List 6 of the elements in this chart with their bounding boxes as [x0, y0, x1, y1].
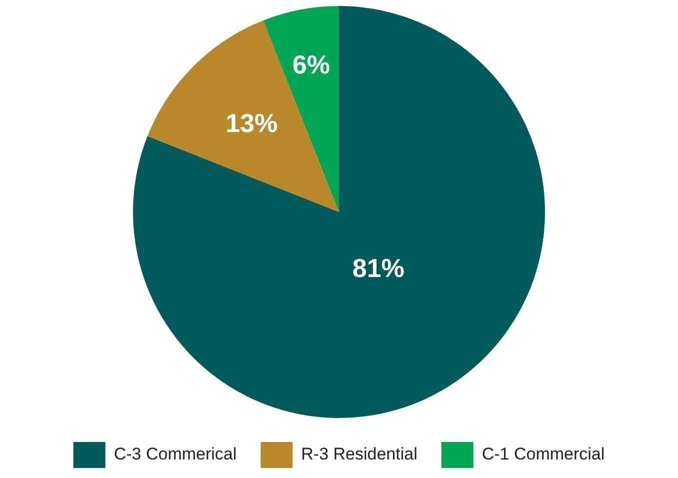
legend-label: C-3 Commerical: [114, 444, 237, 464]
data-label: 13%: [226, 108, 278, 138]
legend-label: C-1 Commercial: [482, 444, 605, 464]
legend-label: R-3 Residential: [301, 444, 418, 464]
data-label: 6%: [292, 49, 330, 80]
data-label: 81%: [352, 253, 404, 284]
